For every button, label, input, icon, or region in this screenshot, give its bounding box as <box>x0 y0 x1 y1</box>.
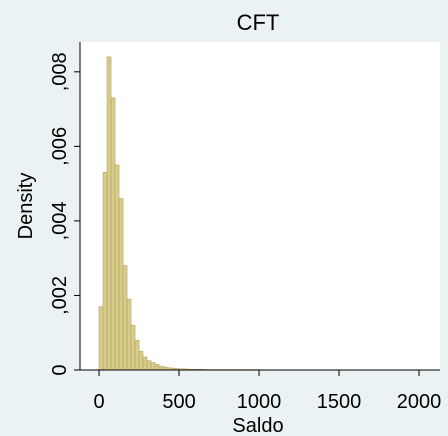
y-axis-label: Density <box>15 173 37 240</box>
bar <box>158 365 164 371</box>
bar <box>138 351 144 371</box>
bar <box>154 364 160 371</box>
bar <box>110 97 116 371</box>
y-tick-label: ,008 <box>49 52 71 91</box>
y-tick-label: ,002 <box>49 276 71 315</box>
x-tick-label: 1000 <box>237 391 282 413</box>
bar <box>126 298 132 371</box>
bar <box>134 339 140 371</box>
x-tick-label: 0 <box>93 391 104 413</box>
bar <box>106 56 112 371</box>
x-tick-label: 1500 <box>317 391 362 413</box>
bar <box>150 362 156 371</box>
bar <box>146 360 152 371</box>
bar <box>142 356 148 371</box>
bar <box>122 265 128 371</box>
y-tick-label: ,004 <box>49 201 71 240</box>
chart-title: CFT <box>237 10 280 35</box>
bar <box>98 306 104 371</box>
y-tick-label: 0 <box>49 364 71 375</box>
plot-area <box>80 42 440 370</box>
bar <box>130 324 136 371</box>
y-tick-label: ,006 <box>49 127 71 166</box>
x-axis-label: Saldo <box>232 415 283 436</box>
bar <box>114 164 120 371</box>
x-tick-label: 500 <box>162 391 195 413</box>
bar <box>118 198 124 371</box>
bar <box>102 172 108 371</box>
x-tick-label: 2000 <box>397 391 442 413</box>
